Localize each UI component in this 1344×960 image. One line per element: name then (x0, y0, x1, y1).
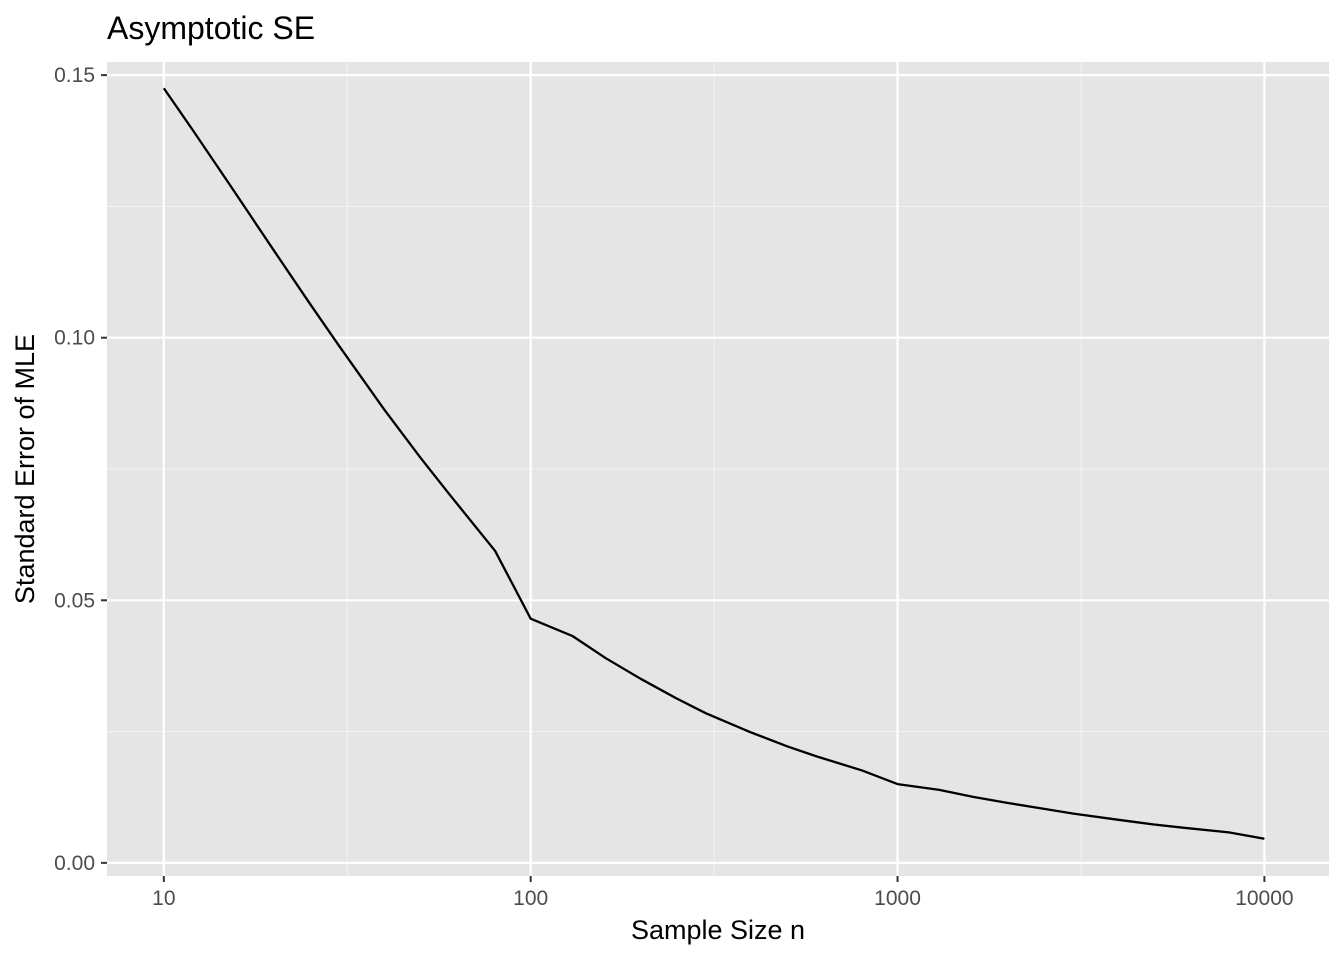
y-tick-label: 0.05 (54, 589, 95, 612)
x-axis-label: Sample Size n (631, 915, 805, 945)
y-tick-label: 0.15 (54, 64, 95, 87)
chart-title: Asymptotic SE (107, 10, 315, 46)
x-tick-label: 100 (513, 887, 548, 910)
x-tick-label: 10000 (1235, 887, 1293, 910)
y-tick-label: 0.10 (54, 327, 95, 350)
x-tick-label: 1000 (874, 887, 921, 910)
y-tick-labels: 0.00 0.05 0.10 0.15 (54, 64, 95, 875)
y-axis-label: Standard Error of MLE (10, 334, 40, 604)
x-tick-labels: 10 100 1000 10000 (152, 887, 1293, 910)
y-tick-label: 0.00 (54, 852, 95, 875)
x-tick-label: 10 (152, 887, 175, 910)
